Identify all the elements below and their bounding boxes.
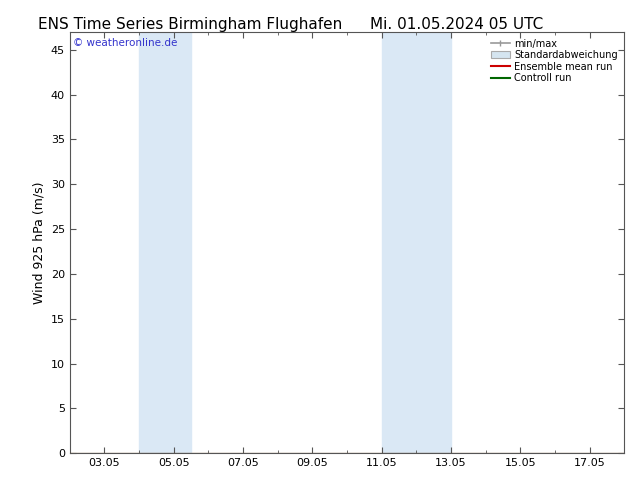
Text: Mi. 01.05.2024 05 UTC: Mi. 01.05.2024 05 UTC: [370, 17, 543, 32]
Legend: min/max, Standardabweichung, Ensemble mean run, Controll run: min/max, Standardabweichung, Ensemble me…: [489, 37, 619, 85]
Bar: [382, 32, 451, 453]
Y-axis label: Wind 925 hPa (m/s): Wind 925 hPa (m/s): [32, 181, 45, 304]
Bar: [139, 32, 191, 453]
Text: ENS Time Series Birmingham Flughafen: ENS Time Series Birmingham Flughafen: [38, 17, 342, 32]
Text: © weatheronline.de: © weatheronline.de: [72, 38, 177, 48]
